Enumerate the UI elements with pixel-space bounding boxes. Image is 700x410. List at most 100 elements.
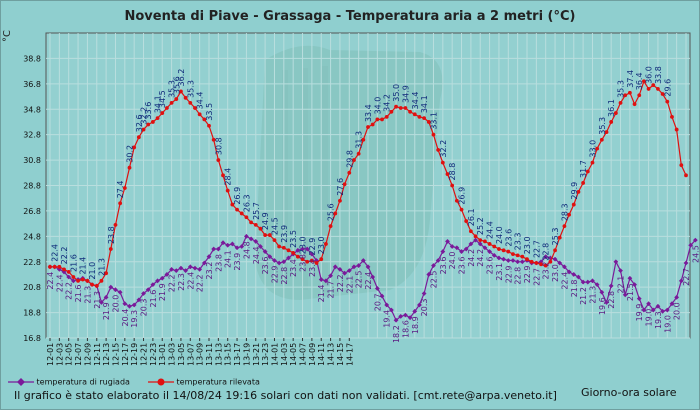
temperature-data-label: 22.4 <box>51 244 60 262</box>
temperature-point <box>267 233 272 237</box>
dewpoint-point <box>117 289 123 295</box>
dewpoint-point <box>103 294 109 300</box>
temperature-point <box>174 97 179 101</box>
dewpoint-data-label: 19.3 <box>654 311 663 329</box>
x-tick-label: 12-11 <box>93 343 102 366</box>
dewpoint-point <box>608 283 614 289</box>
temperature-point <box>314 261 319 265</box>
temperature-point <box>543 263 548 268</box>
dewpoint-data-label: 22.4 <box>55 274 64 292</box>
temperature-data-label: 34.4 <box>196 92 205 110</box>
temperature-point <box>595 146 600 151</box>
x-tick-label: 14-09 <box>308 343 317 366</box>
temperature-point <box>188 100 193 105</box>
dewpoint-data-label: 22.1 <box>617 276 626 294</box>
temperature-point <box>57 264 62 269</box>
y-tick-label: 20.8 <box>23 283 41 292</box>
temperature-point <box>660 92 665 96</box>
dewpoint-point <box>346 268 352 274</box>
dewpoint-data-label: 23.2 <box>542 262 551 280</box>
dewpoint-point <box>505 258 511 263</box>
dewpoint-data-label: 18.6 <box>401 320 410 338</box>
temperature-point <box>230 202 235 207</box>
temperature-point <box>136 135 141 140</box>
temperature-data-label: 24.9 <box>261 212 270 230</box>
legend-item-dewpoint: temperatura di rugiada <box>8 377 130 387</box>
temperature-point <box>511 252 515 257</box>
temperature-point <box>632 102 637 107</box>
temperature-data-label: 22.9 <box>308 238 317 256</box>
dewpoint-point <box>547 255 553 261</box>
temperature-point <box>347 170 352 175</box>
dewpoint-point <box>674 294 680 300</box>
dewpoint-data-label: 24.1 <box>224 250 233 268</box>
x-tick-label: 12-07 <box>74 343 83 366</box>
temperature-point <box>501 248 506 253</box>
dewpoint-point <box>435 258 441 263</box>
dewpoint-point <box>655 303 661 309</box>
x-tick-label: 14-03 <box>280 343 289 366</box>
temperature-data-label: 23.3 <box>514 233 523 251</box>
dewpoint-point <box>99 300 104 305</box>
temperature-point <box>445 172 450 176</box>
dewpoint-point <box>136 297 142 303</box>
y-tick-label: 38.8 <box>23 54 41 63</box>
dewpoint-data-label: 24.4 <box>252 246 261 264</box>
dewpoint-data-label: 22.4 <box>186 272 195 290</box>
temperature-point <box>571 202 576 207</box>
temperature-point <box>300 257 305 262</box>
x-tick-label: 14-07 <box>299 343 308 366</box>
temperature-point <box>515 253 520 258</box>
dewpoint-data-label: 23.4 <box>308 259 317 277</box>
temperature-point <box>417 114 422 119</box>
temperature-data-label: 29.8 <box>345 150 354 168</box>
temperature-point <box>295 254 300 259</box>
temperature-data-label: 26.1 <box>467 208 476 226</box>
dewpoint-point <box>440 249 446 254</box>
dewpoint-point <box>660 308 666 314</box>
temperature-data-label: 35.3 <box>186 80 195 98</box>
y-tick-label: 32.8 <box>23 131 41 140</box>
dewpoint-point <box>342 270 348 276</box>
temperature-point <box>108 247 113 251</box>
dewpoint-point <box>477 241 483 247</box>
temperature-data-label: 27.4 <box>116 180 125 198</box>
temperature-point <box>487 242 492 246</box>
x-tick-label: 12-05 <box>65 343 74 366</box>
temperature-point <box>71 275 76 279</box>
temperature-point <box>342 182 347 187</box>
temperature-point <box>422 116 427 121</box>
temperature-point <box>132 145 137 150</box>
temperature-point <box>94 283 99 288</box>
temperature-point <box>604 130 609 135</box>
dewpoint-data-label: 22.8 <box>607 291 616 309</box>
dewpoint-point <box>398 313 404 319</box>
temperature-point <box>459 207 464 212</box>
temperature-point <box>272 238 277 243</box>
temperature-point <box>590 160 595 165</box>
dewpoint-point <box>449 244 455 249</box>
dewpoint-data-label: 24.2 <box>467 249 476 267</box>
temperature-point <box>253 222 258 227</box>
temperature-point <box>623 93 628 98</box>
dewpoint-point <box>692 237 698 243</box>
dewpoint-point <box>646 301 651 307</box>
dewpoint-point <box>487 249 492 254</box>
temperature-point <box>122 186 127 190</box>
dewpoint-point <box>482 245 488 251</box>
dewpoint-data-label: 21.3 <box>93 291 102 309</box>
temperature-data-label: 26.9 <box>458 187 467 205</box>
temperature-point <box>85 278 90 283</box>
dewpoint-point <box>571 272 577 277</box>
dewpoint-point <box>403 312 408 318</box>
dewpoint-point <box>155 278 160 284</box>
temperature-point <box>562 224 567 229</box>
dewpoint-point <box>473 237 478 243</box>
temperature-data-label: 25.7 <box>252 202 261 220</box>
temperature-point <box>319 257 324 262</box>
temperature-point <box>169 100 174 105</box>
dewpoint-data-label: 22.2 <box>168 274 177 292</box>
temperature-point <box>197 112 202 117</box>
temperature-point <box>656 87 660 91</box>
temperature-point <box>440 160 445 165</box>
